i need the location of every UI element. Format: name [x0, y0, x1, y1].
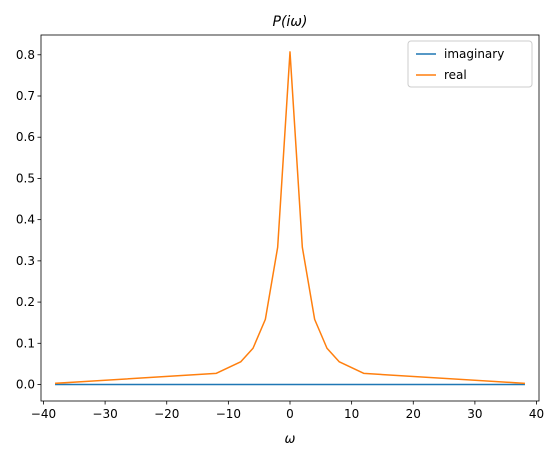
y-tick-label: 0.5: [16, 171, 35, 185]
x-tick-label: 10: [344, 407, 359, 421]
y-tick-label: 0.3: [16, 254, 35, 268]
y-tick-label: 0.0: [16, 378, 35, 392]
x-axis: −40 −30 −20 −10 0 10 20 30 40: [31, 401, 544, 421]
x-tick-label: −20: [154, 407, 179, 421]
x-tick-label: −40: [31, 407, 56, 421]
x-tick-label: 0: [286, 407, 294, 421]
x-tick-label: 40: [529, 407, 544, 421]
x-tick-label: 30: [467, 407, 482, 421]
y-tick-label: 0.4: [16, 213, 35, 227]
y-tick-label: 0.8: [16, 48, 35, 62]
chart-title: P(iω): [273, 14, 308, 30]
plot-frame: [40, 34, 540, 402]
x-tick-label: 20: [406, 407, 421, 421]
plot-lines: [54, 51, 526, 386]
legend-box: [407, 40, 533, 88]
legend-label-real: real: [444, 68, 467, 82]
y-tick-label: 0.1: [16, 336, 35, 350]
y-tick-label: 0.6: [16, 130, 35, 144]
y-tick-label: 0.7: [16, 89, 35, 103]
y-axis: 0.0 0.1 0.2 0.3 0.4 0.5 0.6 0.7 0.8: [16, 48, 41, 392]
series-line-real: [54, 51, 526, 385]
legend-label-imaginary: imaginary: [444, 47, 504, 61]
y-tick-label: 0.2: [16, 295, 35, 309]
x-axis-label: ω: [285, 432, 296, 447]
legend: imaginary real: [407, 40, 533, 88]
x-tick-label: −30: [92, 407, 117, 421]
x-tick-label: −10: [216, 407, 241, 421]
